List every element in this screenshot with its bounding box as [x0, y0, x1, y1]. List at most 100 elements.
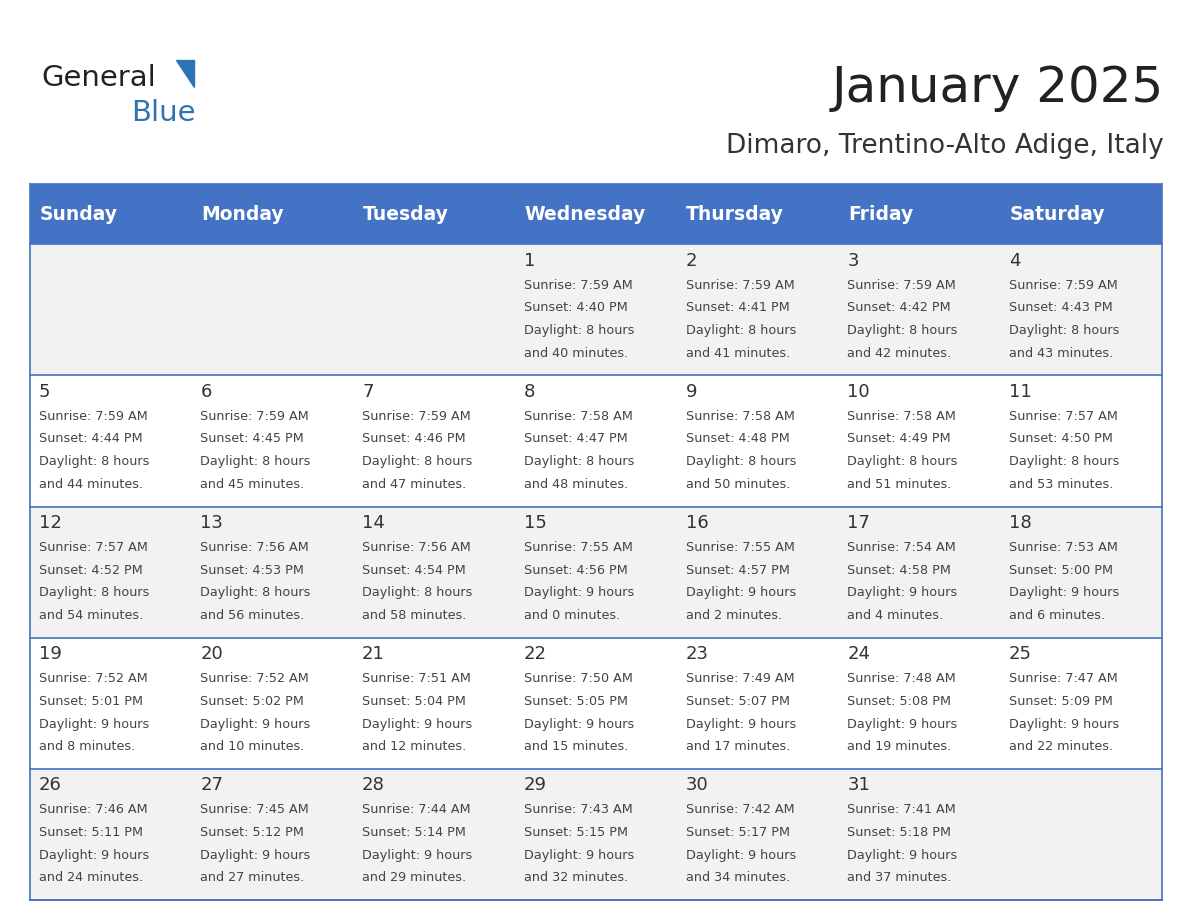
- Bar: [191, 375, 353, 507]
- Bar: [514, 244, 677, 375]
- Text: 4: 4: [1009, 252, 1020, 270]
- Text: January 2025: January 2025: [832, 64, 1164, 112]
- Text: Sunset: 4:46 PM: Sunset: 4:46 PM: [362, 432, 466, 445]
- Text: Daylight: 8 hours: Daylight: 8 hours: [1009, 455, 1119, 468]
- Text: and 54 minutes.: and 54 minutes.: [38, 610, 143, 622]
- Bar: [514, 375, 677, 507]
- Bar: [191, 184, 353, 244]
- Text: Sunset: 4:48 PM: Sunset: 4:48 PM: [685, 432, 789, 445]
- Text: Sunrise: 7:59 AM: Sunrise: 7:59 AM: [38, 409, 147, 422]
- Text: Daylight: 8 hours: Daylight: 8 hours: [362, 587, 473, 599]
- Text: Sunrise: 7:53 AM: Sunrise: 7:53 AM: [1009, 541, 1118, 554]
- Text: Sunset: 5:09 PM: Sunset: 5:09 PM: [1009, 695, 1113, 708]
- Text: Daylight: 9 hours: Daylight: 9 hours: [524, 587, 634, 599]
- Text: Sunrise: 7:50 AM: Sunrise: 7:50 AM: [524, 672, 633, 685]
- Text: Sunset: 4:58 PM: Sunset: 4:58 PM: [847, 564, 952, 577]
- Bar: [839, 638, 1000, 768]
- Text: Sunset: 4:54 PM: Sunset: 4:54 PM: [362, 564, 466, 577]
- Text: Sunday: Sunday: [39, 205, 118, 223]
- Text: Sunrise: 7:43 AM: Sunrise: 7:43 AM: [524, 802, 632, 816]
- Text: Sunset: 4:52 PM: Sunset: 4:52 PM: [38, 564, 143, 577]
- Text: 19: 19: [38, 645, 62, 664]
- Text: 17: 17: [847, 514, 870, 532]
- Text: Daylight: 9 hours: Daylight: 9 hours: [524, 848, 634, 861]
- Text: Sunrise: 7:41 AM: Sunrise: 7:41 AM: [847, 802, 956, 816]
- Text: Daylight: 9 hours: Daylight: 9 hours: [362, 718, 473, 731]
- Bar: [1000, 768, 1162, 900]
- Text: Daylight: 8 hours: Daylight: 8 hours: [524, 455, 634, 468]
- Bar: [514, 768, 677, 900]
- Text: Sunrise: 7:59 AM: Sunrise: 7:59 AM: [524, 278, 632, 292]
- Text: and 27 minutes.: and 27 minutes.: [201, 871, 304, 884]
- Text: Sunrise: 7:57 AM: Sunrise: 7:57 AM: [38, 541, 147, 554]
- Bar: [677, 184, 839, 244]
- Text: and 32 minutes.: and 32 minutes.: [524, 871, 628, 884]
- Text: 10: 10: [847, 384, 870, 401]
- Text: 24: 24: [847, 645, 871, 664]
- Bar: [514, 638, 677, 768]
- Text: Sunrise: 7:56 AM: Sunrise: 7:56 AM: [201, 541, 309, 554]
- Text: and 47 minutes.: and 47 minutes.: [362, 478, 467, 491]
- Text: Sunrise: 7:55 AM: Sunrise: 7:55 AM: [685, 541, 795, 554]
- Text: 6: 6: [201, 384, 211, 401]
- Text: 20: 20: [201, 645, 223, 664]
- Text: Sunset: 5:02 PM: Sunset: 5:02 PM: [201, 695, 304, 708]
- Text: Sunset: 5:04 PM: Sunset: 5:04 PM: [362, 695, 466, 708]
- Text: 3: 3: [847, 252, 859, 270]
- Text: and 24 minutes.: and 24 minutes.: [38, 871, 143, 884]
- Bar: [839, 375, 1000, 507]
- Text: Daylight: 8 hours: Daylight: 8 hours: [847, 455, 958, 468]
- Bar: [353, 638, 514, 768]
- Text: Sunrise: 7:56 AM: Sunrise: 7:56 AM: [362, 541, 470, 554]
- Bar: [514, 507, 677, 638]
- Bar: [839, 768, 1000, 900]
- Text: 9: 9: [685, 384, 697, 401]
- Text: and 43 minutes.: and 43 minutes.: [1009, 347, 1113, 361]
- Text: 28: 28: [362, 777, 385, 794]
- Text: Sunrise: 7:47 AM: Sunrise: 7:47 AM: [1009, 672, 1118, 685]
- Text: Blue: Blue: [131, 99, 195, 128]
- Text: Daylight: 9 hours: Daylight: 9 hours: [524, 718, 634, 731]
- Text: 18: 18: [1009, 514, 1031, 532]
- Text: Daylight: 9 hours: Daylight: 9 hours: [847, 587, 958, 599]
- Text: and 10 minutes.: and 10 minutes.: [201, 741, 304, 754]
- Bar: [839, 244, 1000, 375]
- Text: 8: 8: [524, 384, 535, 401]
- Text: Daylight: 8 hours: Daylight: 8 hours: [524, 324, 634, 338]
- Text: Daylight: 9 hours: Daylight: 9 hours: [201, 718, 310, 731]
- Text: Sunset: 4:50 PM: Sunset: 4:50 PM: [1009, 432, 1113, 445]
- Bar: [30, 244, 191, 375]
- Text: Daylight: 9 hours: Daylight: 9 hours: [685, 848, 796, 861]
- Text: Daylight: 8 hours: Daylight: 8 hours: [362, 455, 473, 468]
- Text: Sunset: 5:01 PM: Sunset: 5:01 PM: [38, 695, 143, 708]
- Text: Sunset: 5:17 PM: Sunset: 5:17 PM: [685, 825, 790, 839]
- Text: Daylight: 8 hours: Daylight: 8 hours: [1009, 324, 1119, 338]
- Text: and 17 minutes.: and 17 minutes.: [685, 741, 790, 754]
- Text: Daylight: 9 hours: Daylight: 9 hours: [685, 587, 796, 599]
- Text: 26: 26: [38, 777, 62, 794]
- Text: and 12 minutes.: and 12 minutes.: [362, 741, 467, 754]
- Text: Sunset: 4:44 PM: Sunset: 4:44 PM: [38, 432, 143, 445]
- Text: Daylight: 8 hours: Daylight: 8 hours: [201, 587, 311, 599]
- Bar: [514, 184, 677, 244]
- Text: Sunset: 4:42 PM: Sunset: 4:42 PM: [847, 301, 950, 315]
- Text: Daylight: 8 hours: Daylight: 8 hours: [201, 455, 311, 468]
- Text: Sunrise: 7:59 AM: Sunrise: 7:59 AM: [362, 409, 470, 422]
- Text: 5: 5: [38, 384, 50, 401]
- Text: Daylight: 9 hours: Daylight: 9 hours: [847, 848, 958, 861]
- Text: Daylight: 8 hours: Daylight: 8 hours: [38, 455, 148, 468]
- Text: 27: 27: [201, 777, 223, 794]
- Text: Sunset: 5:11 PM: Sunset: 5:11 PM: [38, 825, 143, 839]
- Bar: [353, 184, 514, 244]
- Text: Sunset: 5:08 PM: Sunset: 5:08 PM: [847, 695, 952, 708]
- Bar: [677, 375, 839, 507]
- Text: 29: 29: [524, 777, 546, 794]
- Text: Sunset: 4:49 PM: Sunset: 4:49 PM: [847, 432, 950, 445]
- Polygon shape: [176, 60, 194, 87]
- Bar: [30, 768, 191, 900]
- Text: 15: 15: [524, 514, 546, 532]
- Text: Sunset: 4:40 PM: Sunset: 4:40 PM: [524, 301, 627, 315]
- Text: and 53 minutes.: and 53 minutes.: [1009, 478, 1113, 491]
- Bar: [1000, 244, 1162, 375]
- Text: and 45 minutes.: and 45 minutes.: [201, 478, 304, 491]
